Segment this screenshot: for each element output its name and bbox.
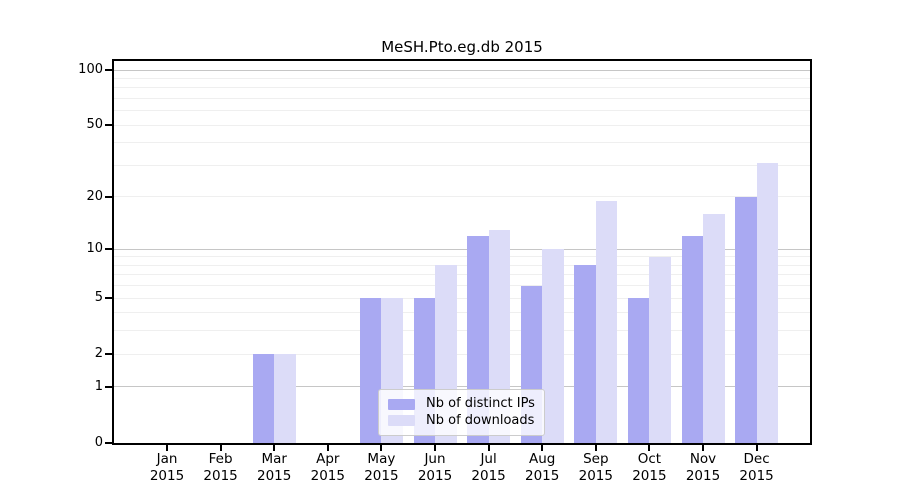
y-tick-label-10: 10 xyxy=(86,241,103,257)
x-tick-feb-2015 xyxy=(219,445,222,451)
gridline-minor-40 xyxy=(114,142,810,144)
legend: Nb of distinct IPs Nb of downloads xyxy=(378,389,545,436)
gridline-minor-4 xyxy=(114,312,810,314)
x-tick-label-feb-2015: Feb 2015 xyxy=(203,451,238,484)
y-tick-20 xyxy=(105,195,112,198)
bar-nb-of-downloads-oct-2015 xyxy=(649,256,671,443)
bar-nb-of-distinct-ips-sep-2015 xyxy=(574,265,596,443)
y-tick-label-50: 50 xyxy=(86,117,103,133)
y-tick-0 xyxy=(105,442,112,444)
y-tick-50 xyxy=(105,124,112,127)
chart-title: MeSH.Pto.eg.db 2015 xyxy=(381,38,543,56)
bar-nb-of-distinct-ips-dec-2015 xyxy=(735,196,757,443)
gridline-minor-80 xyxy=(114,87,810,89)
gridline-minor-7 xyxy=(114,274,810,276)
x-tick-may-2015 xyxy=(380,445,383,451)
gridline-major-100 xyxy=(114,69,810,71)
bar-nb-of-distinct-ips-nov-2015 xyxy=(681,235,703,443)
gridline-minor-30 xyxy=(114,165,810,166)
gridline-major-10 xyxy=(114,248,810,250)
bar-nb-of-downloads-nov-2015 xyxy=(703,214,725,443)
y-tick-label-2: 2 xyxy=(94,346,103,362)
y-tick-label-100: 100 xyxy=(78,62,103,78)
x-tick-jul-2015 xyxy=(487,445,490,451)
x-tick-label-oct-2015: Oct 2015 xyxy=(632,451,667,484)
gridline-minor-9 xyxy=(114,256,810,258)
bar-nb-of-downloads-aug-2015 xyxy=(542,249,564,443)
gridline-minor-2 xyxy=(114,353,810,355)
x-tick-label-jul-2015: Jul 2015 xyxy=(471,451,506,484)
x-tick-label-nov-2015: Nov 2015 xyxy=(685,451,721,484)
legend-item-distinct-ips: Nb of distinct IPs xyxy=(388,396,535,413)
gridline-minor-5 xyxy=(114,297,810,299)
gridline-minor-90 xyxy=(114,77,810,79)
gridline-minor-50 xyxy=(114,124,810,126)
x-tick-label-dec-2015: Dec 2015 xyxy=(739,451,774,484)
x-tick-label-jun-2015: Jun 2015 xyxy=(417,451,453,484)
y-tick-1 xyxy=(105,385,112,388)
legend-label-downloads: Nb of downloads xyxy=(426,412,535,428)
legend-swatch-downloads xyxy=(388,415,415,427)
gridline-minor-8 xyxy=(114,264,810,266)
x-tick-jun-2015 xyxy=(434,445,436,451)
legend-label-distinct-ips: Nb of distinct IPs xyxy=(426,396,535,412)
x-tick-nov-2015 xyxy=(702,445,704,451)
plot-area: Nb of distinct IPs Nb of downloads xyxy=(112,59,812,445)
y-tick-10 xyxy=(105,248,112,251)
gridline-minor-6 xyxy=(114,285,810,287)
x-tick-label-mar-2015: Mar 2015 xyxy=(257,451,292,484)
legend-item-downloads: Nb of downloads xyxy=(388,413,535,430)
x-tick-label-apr-2015: Apr 2015 xyxy=(310,451,345,484)
x-tick-jan-2015 xyxy=(166,445,168,451)
y-tick-label-1: 1 xyxy=(94,378,103,394)
y-tick-2 xyxy=(105,353,112,356)
x-tick-label-aug-2015: Aug 2015 xyxy=(525,451,560,484)
y-tick-100 xyxy=(105,69,112,72)
y-tick-5 xyxy=(105,297,112,300)
bar-nb-of-downloads-mar-2015 xyxy=(274,354,296,443)
gridline-minor-3 xyxy=(114,330,810,332)
x-tick-apr-2015 xyxy=(326,445,329,451)
x-tick-dec-2015 xyxy=(755,445,758,451)
x-tick-label-jan-2015: Jan 2015 xyxy=(149,451,185,484)
gridline-minor-70 xyxy=(114,98,810,100)
x-tick-label-may-2015: May 2015 xyxy=(364,451,399,484)
gridline-minor-20 xyxy=(114,196,810,198)
x-tick-label-sep-2015: Sep 2015 xyxy=(578,451,613,484)
legend-swatch-distinct-ips xyxy=(388,398,415,410)
y-tick-label-20: 20 xyxy=(86,188,103,204)
y-tick-label-0: 0 xyxy=(94,435,103,450)
x-tick-sep-2015 xyxy=(594,445,597,451)
x-tick-oct-2015 xyxy=(648,445,651,451)
bar-nb-of-downloads-dec-2015 xyxy=(756,162,779,443)
y-tick-label-5: 5 xyxy=(94,290,103,306)
bar-nb-of-distinct-ips-may-2015 xyxy=(359,298,382,443)
x-tick-mar-2015 xyxy=(273,445,276,451)
gridline-minor-60 xyxy=(114,110,810,112)
bar-nb-of-distinct-ips-mar-2015 xyxy=(252,354,275,443)
x-tick-aug-2015 xyxy=(541,445,544,451)
bar-nb-of-distinct-ips-oct-2015 xyxy=(627,298,650,443)
gridline-major-1 xyxy=(114,386,810,388)
bar-nb-of-downloads-sep-2015 xyxy=(595,200,618,443)
